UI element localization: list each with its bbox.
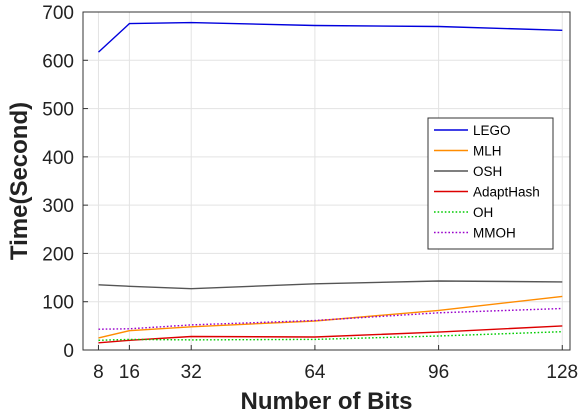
legend-label: AdaptHash <box>473 185 540 200</box>
series-line-lego <box>98 21 563 53</box>
series-line-mmoh <box>98 307 563 330</box>
legend-label: OSH <box>473 164 502 179</box>
legend-label: MMOH <box>473 226 516 241</box>
legend-label: MLH <box>473 144 502 159</box>
y-tick-label: 600 <box>42 51 74 72</box>
y-axis-title: Time(Second) <box>6 102 33 260</box>
x-tick-label: 32 <box>181 362 202 383</box>
y-axis-ticks: 0 100 200 300 400 500 600 700 <box>42 3 88 362</box>
y-tick-label: 700 <box>42 3 74 24</box>
x-axis-title: Number of Bits <box>240 388 412 415</box>
y-tick-label: 200 <box>42 244 74 265</box>
x-tick-label: 64 <box>304 362 326 383</box>
legend-box <box>427 117 554 250</box>
y-tick-label: 500 <box>42 100 74 121</box>
series-line-mlh <box>98 295 563 339</box>
y-tick-label: 100 <box>42 293 74 314</box>
series-line-osh <box>98 280 563 290</box>
series-line-adapthash <box>98 325 563 344</box>
series-layer <box>98 21 563 344</box>
y-tick-label: 400 <box>42 148 74 169</box>
legend-label: LEGO <box>473 123 511 138</box>
legend: LEGO MLH OSH AdaptHash OH MMOH <box>427 117 554 250</box>
x-tick-label: 8 <box>93 362 104 383</box>
series-line-oh <box>98 331 563 341</box>
x-tick-label: 16 <box>119 362 140 383</box>
x-axis-ticks: 8 16 32 64 96 128 <box>93 345 578 383</box>
plot-frame <box>82 11 571 351</box>
y-tick-label: 0 <box>63 341 74 362</box>
y-tick-label: 300 <box>42 196 74 217</box>
x-tick-label: 96 <box>428 362 449 383</box>
x-tick-label: 128 <box>546 362 578 383</box>
legend-label: OH <box>473 205 493 220</box>
